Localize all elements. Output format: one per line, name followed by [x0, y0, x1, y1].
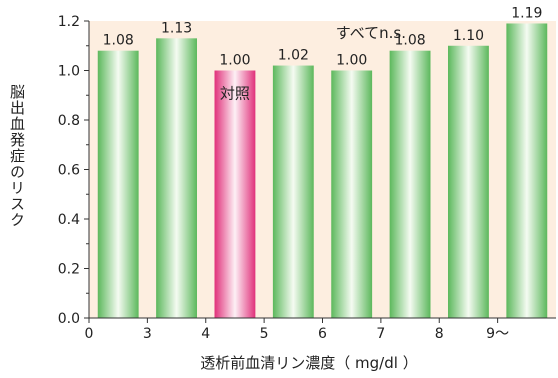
y-tick-label: 0.4	[58, 212, 80, 228]
bar-reference	[214, 70, 256, 318]
bar-value-label: 1.10	[453, 28, 484, 44]
tick-marks	[84, 20, 499, 323]
x-tick-label: 8	[435, 326, 444, 342]
x-tick-label: 0	[85, 326, 94, 342]
y-tick-labels: 0.0 0.2 0.4 0.6 0.8 1.0 1.2	[58, 14, 80, 327]
x-tick-label: 7	[376, 326, 385, 342]
bar	[506, 23, 548, 318]
bar-value-label: 1.00	[219, 53, 250, 69]
x-tick-label: 6	[318, 326, 327, 342]
bar	[389, 50, 431, 318]
bar	[331, 70, 373, 318]
bar-value-label: 1.02	[278, 48, 309, 64]
bar-value-label: 1.13	[161, 20, 192, 36]
annotation: すべてn.s.	[336, 24, 406, 42]
y-tick-label: 0.8	[58, 113, 80, 129]
x-tick-labels: 0 3 4 5 6 7 8 9～	[85, 326, 510, 342]
bar	[448, 45, 489, 318]
x-tick-label: 4	[201, 326, 210, 342]
bar	[156, 38, 197, 318]
y-tick-label: 1.2	[58, 14, 80, 30]
bar	[97, 50, 139, 318]
x-axis-label: 透析前血清リン濃度（ mg/dl ）	[200, 354, 418, 372]
bar-value-label: 1.08	[103, 33, 134, 49]
reference-label: 対照	[220, 85, 250, 103]
y-axis-label: 脳出血発症のリスク	[8, 84, 26, 228]
bar-value-label: 1.00	[336, 53, 367, 69]
bars	[97, 23, 548, 318]
value-labels: 1.08 1.13 1.00 1.02 1.00 1.08 1.10 1.19	[103, 5, 543, 68]
x-tick-label: 5	[260, 326, 269, 342]
bar	[272, 65, 314, 318]
y-tick-label: 0.6	[58, 163, 80, 179]
bar-value-label: 1.08	[394, 33, 425, 49]
x-tick-label: 3	[143, 326, 152, 342]
y-tick-label: 1.0	[58, 64, 80, 80]
bar-value-label: 1.19	[511, 5, 542, 21]
y-tick-label: 0.2	[58, 262, 80, 278]
y-tick-label: 0.0	[58, 311, 80, 327]
x-tick-label: 9～	[486, 326, 509, 342]
